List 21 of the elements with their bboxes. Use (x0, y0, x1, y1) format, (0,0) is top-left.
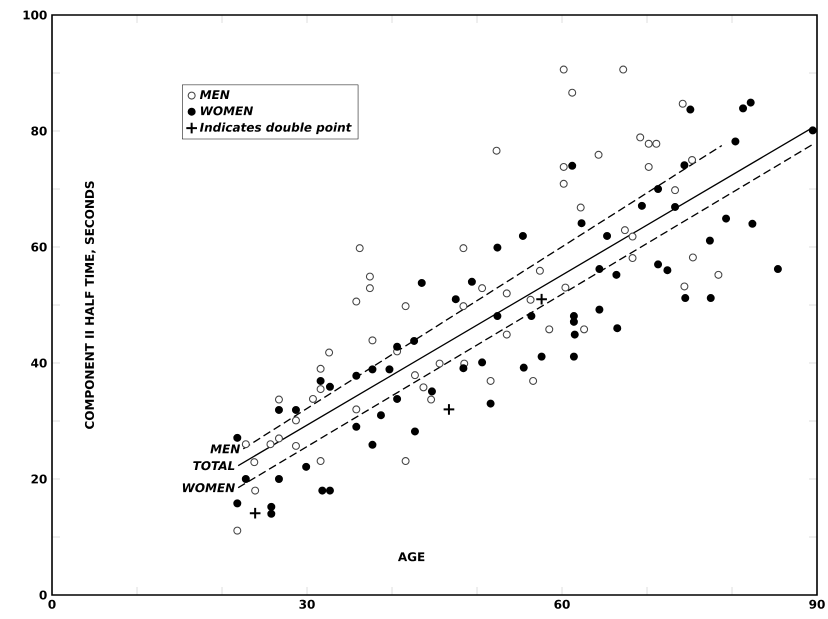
point (535, 292, 548, 306)
y-tick-label: 0 (40, 590, 47, 600)
y-axis-title: COMPONENT II HALF TIME, SECONDS (84, 181, 96, 429)
x-tick-label: 60 (554, 600, 570, 609)
legend-label: WOMEN (200, 106, 254, 116)
x-tick-label: 0 (48, 600, 56, 609)
point (442, 403, 456, 416)
x-tick-label: 90 (809, 600, 825, 609)
legend-label: Indicates double point (200, 122, 352, 134)
y-tick-label: 60 (31, 242, 47, 252)
y-tick-label: 100 (24, 10, 47, 20)
x-tick-label: 30 (299, 600, 315, 609)
x-axis-title: AGE (398, 552, 424, 562)
point (248, 506, 262, 520)
y-tick-label: 40 (31, 358, 47, 368)
y-tick-label: 80 (31, 126, 47, 136)
series-label: WOMEN (182, 483, 235, 492)
series-label: TOTAL (193, 461, 234, 470)
y-tick-label: 20 (32, 474, 47, 484)
series-label: MEN (210, 444, 240, 454)
legend-label: MEN (200, 90, 230, 99)
